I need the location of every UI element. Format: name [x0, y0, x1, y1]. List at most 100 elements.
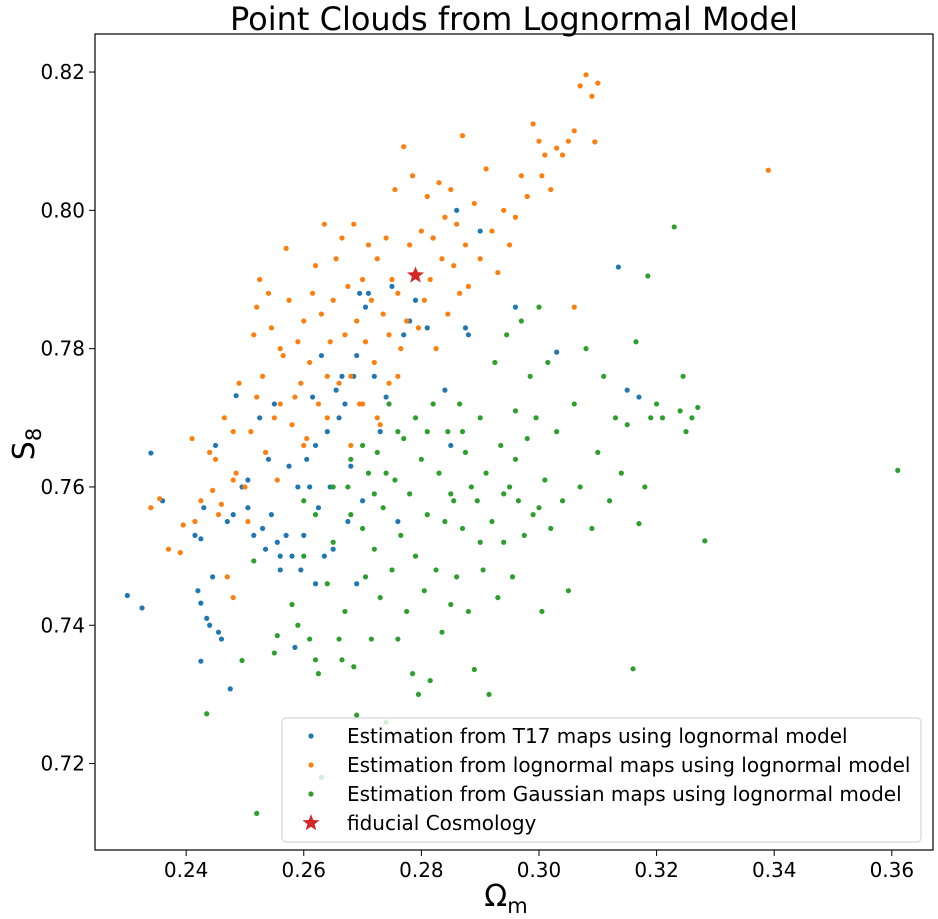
x-tick-label: 0.32 [634, 858, 679, 882]
data-point-series-2 [445, 429, 451, 435]
data-point-series-2 [330, 484, 336, 490]
data-point-series-1 [359, 276, 366, 283]
data-point-series-2 [571, 401, 577, 407]
legend-label-t17: Estimation from T17 maps using lognormal… [347, 724, 848, 748]
data-point-series-2 [477, 415, 483, 421]
data-point-series-1 [292, 394, 298, 400]
data-point-series-1 [395, 290, 401, 296]
data-point-series-2 [671, 224, 677, 230]
legend-marker-gaussian [308, 791, 314, 797]
data-point-series-1 [404, 318, 410, 324]
y-axis-label-sub: 8 [22, 428, 46, 441]
data-point-series-0 [218, 636, 225, 642]
data-point-series-0 [383, 394, 389, 400]
data-point-series-1 [380, 311, 386, 317]
data-point-series-1 [465, 283, 472, 290]
data-point-series-1 [336, 380, 342, 386]
data-point-series-0 [139, 605, 145, 611]
data-point-series-2 [477, 539, 483, 545]
marker-layer [406, 266, 425, 283]
data-point-series-2 [430, 401, 436, 407]
data-point-series-1 [221, 415, 227, 421]
x-axis-label: Ωm [484, 879, 527, 918]
data-point-series-1 [230, 477, 236, 483]
data-point-series-1 [271, 415, 277, 421]
data-point-series-0 [268, 512, 275, 518]
data-point-series-1 [283, 245, 289, 251]
data-point-series-1 [445, 311, 451, 317]
data-point-series-2 [659, 415, 666, 421]
data-point-series-0 [295, 484, 301, 490]
data-point-series-2 [545, 359, 551, 366]
data-point-series-1 [301, 318, 307, 324]
data-point-series-2 [301, 498, 307, 504]
data-point-series-2 [680, 373, 686, 379]
data-point-series-1 [324, 415, 330, 421]
data-point-series-2 [239, 657, 245, 664]
data-point-series-2 [565, 588, 572, 594]
data-point-series-0 [345, 518, 351, 525]
data-point-series-0 [271, 401, 277, 407]
data-point-series-0 [277, 567, 283, 573]
data-point-series-1 [301, 442, 307, 449]
data-point-series-1 [424, 193, 430, 200]
y-tick-label: 0.82 [40, 60, 85, 84]
data-point-series-2 [642, 484, 648, 490]
data-point-series-2 [636, 521, 642, 527]
data-point-series-2 [454, 574, 460, 580]
data-point-series-0 [401, 332, 407, 338]
data-point-series-0 [307, 484, 313, 490]
data-point-series-1 [386, 380, 392, 386]
data-point-series-0 [262, 546, 269, 552]
data-point-series-1 [348, 373, 354, 379]
data-point-series-2 [471, 666, 477, 673]
data-point-series-2 [486, 691, 492, 698]
data-point-series-2 [386, 401, 392, 407]
y-tick-label: 0.78 [40, 337, 85, 361]
data-point-series-1 [495, 269, 501, 276]
data-point-series-2 [695, 404, 701, 411]
data-point-series-0 [195, 588, 201, 594]
data-point-series-1 [457, 290, 463, 296]
data-point-series-1 [157, 496, 163, 502]
data-point-series-2 [474, 498, 480, 504]
data-point-series-2 [351, 664, 357, 670]
data-point-series-0 [448, 442, 454, 449]
data-point-series-1 [230, 594, 236, 601]
data-point-series-2 [271, 650, 277, 656]
data-point-series-2 [480, 567, 486, 573]
data-point-series-2 [683, 429, 689, 435]
data-point-series-2 [374, 449, 380, 455]
data-point-series-1 [289, 422, 295, 428]
data-point-series-0 [318, 352, 325, 359]
data-point-series-2 [542, 477, 548, 483]
data-point-series-2 [330, 539, 336, 545]
legend-box [281, 717, 922, 843]
data-point-series-0 [292, 644, 298, 650]
data-point-series-1 [501, 207, 507, 213]
data-point-series-1 [448, 186, 454, 193]
data-point-series-1 [251, 332, 257, 338]
data-point-series-2 [339, 657, 345, 663]
data-point-series-1 [389, 276, 395, 283]
data-point-series-0 [424, 325, 430, 331]
data-point-series-2 [312, 512, 319, 518]
legend-label-gaussian: Estimation from Gaussian maps using logn… [347, 782, 902, 806]
data-point-series-1 [230, 429, 236, 435]
data-point-series-1 [254, 394, 260, 400]
data-point-series-1 [189, 435, 195, 442]
data-point-series-2 [583, 346, 589, 352]
y-axis-ticks: 0.72 0.74 0.76 0.78 0.80 0.82 [40, 60, 95, 776]
data-point-series-0 [298, 567, 304, 573]
data-point-series-0 [462, 325, 469, 331]
data-point-series-1 [548, 186, 554, 193]
data-point-series-2 [577, 484, 583, 490]
data-point-series-2 [451, 498, 457, 504]
fiducial-cosmology-marker [406, 266, 425, 283]
data-point-series-1 [312, 263, 319, 269]
data-point-series-2 [436, 470, 442, 476]
data-point-series-2 [251, 558, 257, 564]
data-point-series-2 [392, 477, 398, 483]
data-point-series-1 [342, 332, 348, 338]
data-point-series-1 [218, 501, 225, 507]
